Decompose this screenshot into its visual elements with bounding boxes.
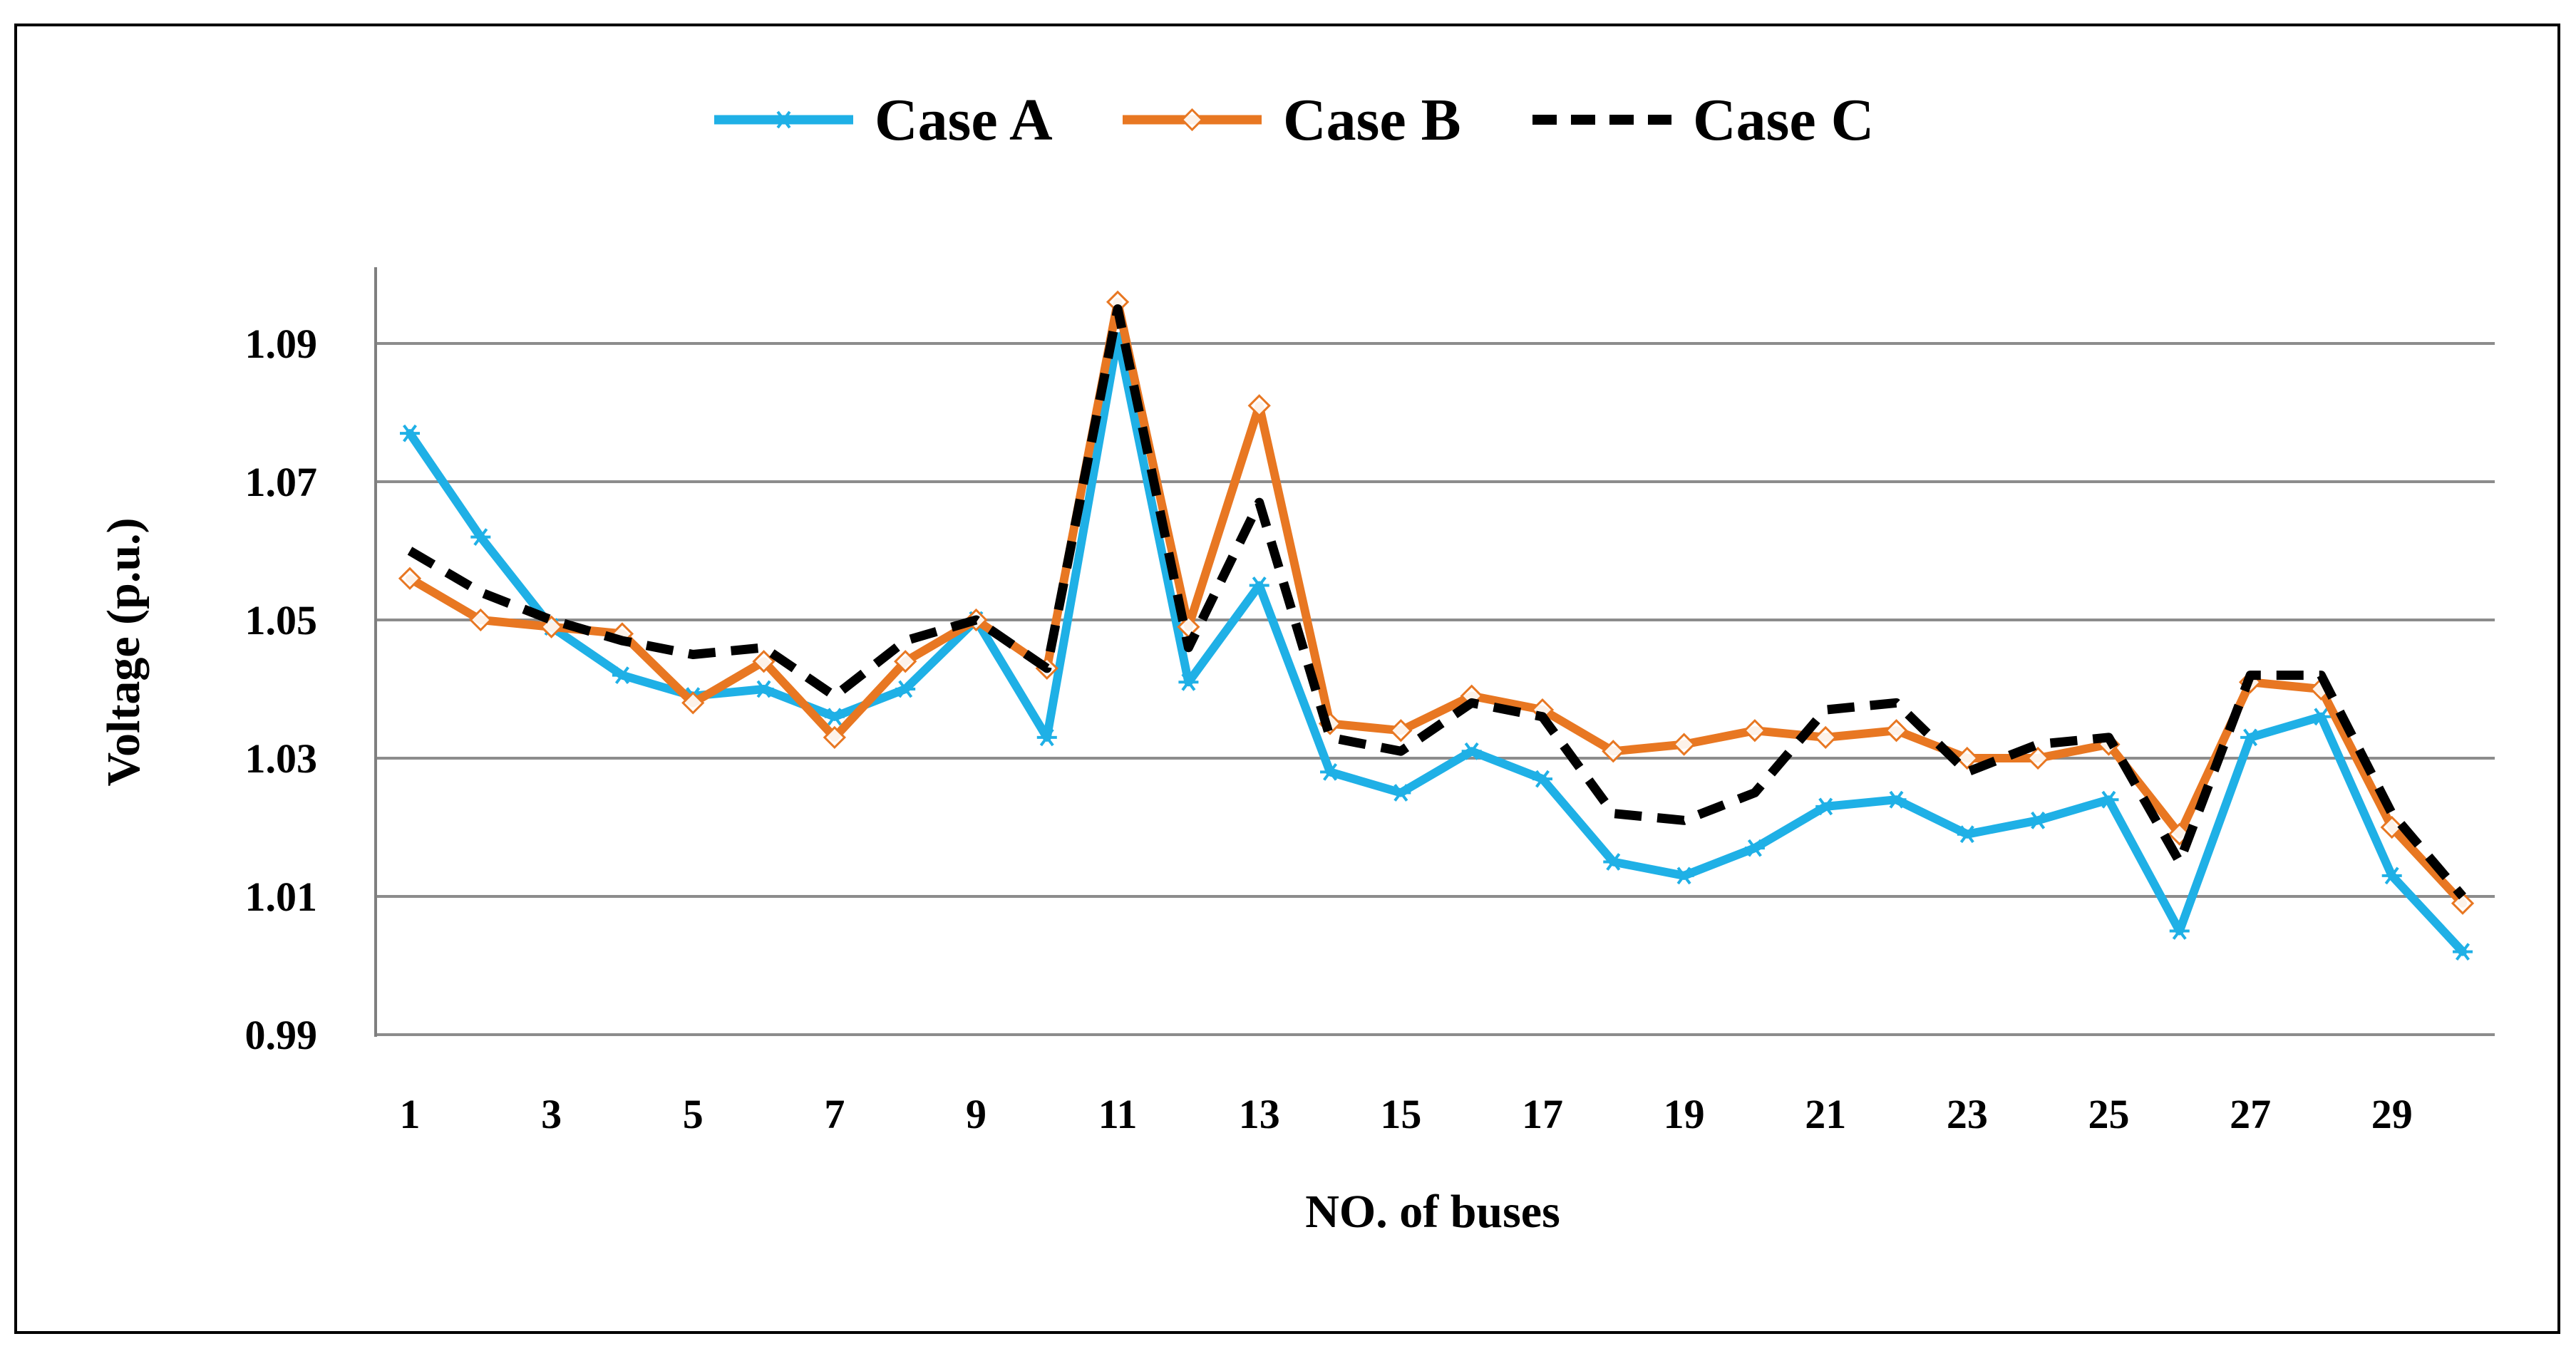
data-point-marker — [2451, 891, 2475, 915]
x-tick-label: 23 — [1947, 1091, 1988, 1137]
data-point-marker — [2311, 708, 2332, 726]
data-point-marker — [1743, 719, 1767, 743]
series-lines — [398, 290, 2475, 961]
data-point-marker — [2026, 746, 2050, 770]
y-axis-title: Voltage (p.u.) — [98, 517, 150, 786]
legend-label: Case C — [1693, 87, 1874, 153]
legend-item: Case C — [1532, 87, 1874, 153]
data-point-marker — [2381, 866, 2402, 885]
data-point-marker — [400, 424, 420, 443]
data-point-marker — [753, 680, 774, 698]
data-point-marker — [1814, 725, 1838, 750]
data-point-marker — [1532, 770, 1552, 788]
data-point-marker — [1320, 762, 1341, 781]
series-line — [406, 332, 2467, 956]
x-tick-label: 17 — [1522, 1091, 1563, 1137]
data-point-marker — [824, 708, 845, 726]
data-point-marker — [1036, 728, 1057, 747]
y-tick-label: 1.01 — [245, 874, 318, 920]
x-tick-label: 13 — [1239, 1091, 1280, 1137]
data-point-marker — [1815, 797, 1836, 816]
outer-border — [14, 24, 2560, 1334]
data-point-marker — [2098, 790, 2119, 809]
legend-item: Case A — [714, 87, 1053, 153]
data-point-marker — [398, 566, 422, 590]
data-point-marker — [1672, 733, 1696, 756]
data-point-marker — [1674, 866, 1694, 885]
data-point-marker — [1957, 825, 1977, 844]
data-point-marker — [612, 666, 632, 684]
data-point-marker — [1602, 740, 1625, 763]
x-tick-label: 1 — [400, 1091, 421, 1137]
data-point-marker — [469, 608, 493, 632]
x-tick-label: 11 — [1098, 1091, 1138, 1137]
data-point-marker — [681, 691, 705, 715]
data-point-marker — [2380, 815, 2404, 839]
y-tick-label: 1.07 — [245, 459, 318, 505]
legend: Case A Case B Case C — [714, 87, 1874, 153]
data-point-marker — [1955, 746, 1979, 770]
x-tick-label: 25 — [2088, 1091, 2129, 1137]
data-point-marker — [1389, 719, 1413, 743]
data-point-marker — [1744, 839, 1765, 857]
data-point-marker — [823, 725, 846, 750]
series-line — [407, 304, 2466, 900]
data-point-marker — [895, 680, 916, 698]
data-point-marker — [1391, 784, 1411, 802]
series-line — [406, 297, 2467, 908]
series-case-c — [407, 304, 2466, 900]
data-point-marker — [470, 528, 491, 546]
data-point-marker — [2453, 943, 2473, 961]
data-point-marker — [2028, 811, 2049, 829]
data-point-marker — [1178, 673, 1199, 691]
y-tick-label: 1.09 — [245, 321, 318, 367]
x-tick-label: 29 — [2371, 1091, 2413, 1137]
data-point-marker — [1886, 790, 1907, 809]
data-point-marker — [1885, 719, 1908, 743]
data-point-marker — [2240, 728, 2261, 747]
data-point-marker — [1180, 108, 1204, 132]
y-tick-label: 0.99 — [245, 1012, 318, 1058]
gridlines — [376, 342, 2495, 1036]
data-point-marker — [1249, 576, 1269, 594]
x-tick-label: 15 — [1380, 1091, 1421, 1137]
x-axis-title: NO. of buses — [1305, 1186, 1560, 1238]
data-point-marker — [2169, 922, 2190, 940]
legend-label: Case A — [875, 87, 1053, 153]
x-tick-labels: 1 3 5 7 9 11 13 15 17 19 21 23 25 27 29 — [400, 1091, 2413, 1137]
data-point-marker — [894, 650, 917, 673]
y-tick-labels: 0.99 1.01 1.03 1.05 1.07 1.09 — [245, 321, 318, 1058]
data-point-marker — [1603, 853, 1624, 871]
y-tick-label: 1.05 — [245, 597, 318, 643]
legend-item: Case B — [1123, 87, 1461, 153]
x-tick-label: 27 — [2230, 1091, 2271, 1137]
x-tick-label: 9 — [966, 1091, 986, 1137]
data-point-marker — [752, 650, 776, 673]
data-point-marker — [773, 110, 794, 129]
x-tick-label: 21 — [1805, 1091, 1846, 1137]
x-tick-label: 19 — [1664, 1091, 1705, 1137]
x-tick-label: 3 — [541, 1091, 562, 1137]
data-point-marker — [1461, 742, 1482, 760]
y-tick-label: 1.03 — [245, 735, 318, 782]
x-tick-label: 5 — [683, 1091, 704, 1137]
data-point-marker — [1247, 394, 1271, 418]
x-tick-label: 7 — [824, 1091, 845, 1137]
legend-label: Case B — [1283, 87, 1461, 153]
